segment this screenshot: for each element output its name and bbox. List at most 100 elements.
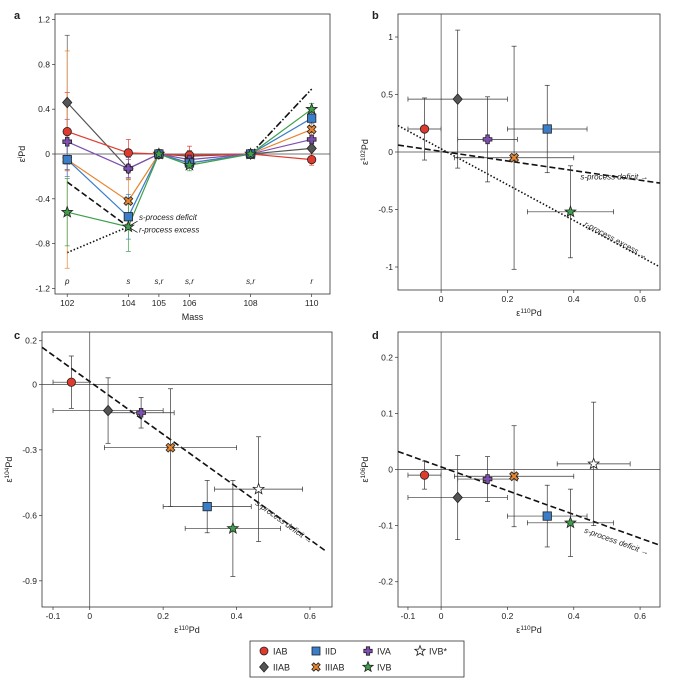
- panel-b: b 0 0.2 0.4 0.6 1 0.5 0 -0.5 -1 ε110Pd ε102Pd s-proc…: [360, 10, 661, 318]
- data-point-IVA: [482, 134, 493, 145]
- data-point-IID: [62, 154, 72, 165]
- data-point-IVA: [123, 163, 134, 174]
- x-tick-label: 0.4: [231, 611, 243, 621]
- y-tick-label: -0.5: [378, 205, 393, 215]
- process-label: s,r: [154, 277, 163, 286]
- y-tick-label: 0.2: [25, 336, 37, 346]
- y-tick-label: -0.4: [35, 194, 50, 204]
- x-tick-label: 0.4: [568, 611, 580, 621]
- annotation-arrow: [129, 227, 138, 233]
- series-line-IID: [66, 117, 313, 218]
- process-label: s,r: [246, 277, 255, 286]
- legend-label: IID: [325, 647, 337, 657]
- series-line-IVA: [66, 138, 312, 170]
- legend-marker-IIAB: [259, 661, 269, 673]
- y-axis-label: ε106Pd: [360, 457, 371, 483]
- y-tick-label: -0.2: [378, 577, 393, 587]
- panel-label-b: b: [372, 10, 379, 22]
- data-point-IIAB: [452, 491, 463, 504]
- x-tick-label: 0.2: [502, 611, 514, 621]
- annotation-s-process-deficit: s-process deficit →: [580, 173, 648, 182]
- data-point-IID: [307, 113, 317, 123]
- data-point-IIAB: [102, 404, 114, 417]
- legend-marker-IVBstar: [413, 644, 427, 657]
- legend-marker-IAB: [259, 646, 269, 656]
- data-point-IIIAB: [509, 471, 520, 482]
- annotation-arrow: [129, 220, 138, 226]
- reference-line-dashed: [42, 346, 326, 551]
- data-point-IVA: [62, 136, 73, 147]
- legend-label: IIIAB: [325, 663, 345, 673]
- data-point-IAB: [419, 124, 430, 134]
- annotation-s-process-deficit: s-process deficit →: [254, 499, 314, 546]
- data-point-IVBstar: [587, 457, 601, 470]
- plot-frame: [41, 331, 333, 608]
- data-point-IVA: [306, 134, 317, 145]
- x-tick-label: 108: [243, 298, 257, 308]
- x-tick-label: -0.1: [401, 611, 416, 621]
- y-tick-label: 0: [388, 465, 393, 475]
- legend-marker-IIIAB: [311, 662, 321, 672]
- x-tick-label: 0: [439, 294, 444, 304]
- data-point-IVB: [563, 516, 577, 529]
- data-point-IIAB: [452, 93, 463, 105]
- panel-label-d: d: [372, 330, 379, 342]
- data-point-IAB: [419, 470, 430, 480]
- x-tick-label: 110: [305, 298, 319, 308]
- data-point-IVB: [60, 205, 74, 218]
- y-tick-label: 0: [45, 149, 50, 159]
- data-point-IVA: [136, 407, 146, 418]
- plot-area: [398, 29, 660, 270]
- x-axis-label: Mass: [182, 312, 204, 322]
- data-point-IVB: [563, 204, 577, 218]
- x-tick-label: 0.6: [304, 611, 316, 621]
- data-point-IAB: [307, 155, 317, 165]
- data-point-IVB: [305, 102, 319, 115]
- panel-label-a: a: [14, 10, 21, 22]
- x-tick-label: -0.1: [46, 611, 61, 621]
- data-point-IVA: [482, 474, 493, 484]
- x-tick-label: 0: [87, 611, 92, 621]
- x-tick-label: 105: [152, 298, 166, 308]
- y-tick-label: -0.9: [22, 576, 37, 586]
- reference-line-dashed: [398, 144, 660, 184]
- data-point-IIAB: [62, 96, 73, 109]
- annotation-r-process-excess: r-process excess: [139, 225, 199, 234]
- process-label: r: [310, 277, 313, 286]
- y-tick-label: 0.4: [38, 104, 50, 114]
- data-point-IID: [542, 511, 552, 521]
- panel-d: d -0.1 0 0.2 0.4 0.6 0.2 0.1 0 -0.1 -0.2 ε110Pd ε106…: [360, 330, 661, 635]
- legend-marker-IVB: [361, 660, 375, 673]
- annotation-s-process-deficit: s-process deficit: [139, 213, 198, 222]
- legend-box: [249, 640, 465, 678]
- legend-marker-IVA: [363, 646, 373, 656]
- data-point-IID: [123, 212, 133, 222]
- data-point-IVB: [152, 147, 166, 160]
- x-tick-label: 0.2: [157, 611, 169, 621]
- y-tick-label: 1: [388, 32, 393, 42]
- panel-a: a 102 104 105 106 108 110 1.2 0.8 0.4 0 -0.4 -0.8 -1.…: [14, 10, 331, 322]
- y-axis-label: ε104Pd: [4, 457, 15, 483]
- y-tick-label: -0.3: [22, 445, 37, 455]
- reference-line-dashed: [66, 181, 129, 228]
- data-point-IAB: [123, 148, 133, 158]
- y-tick-label: -0.6: [22, 510, 37, 520]
- x-tick-label: 0.2: [502, 294, 514, 304]
- legend-label: IVA: [377, 647, 391, 657]
- y-tick-label: -0.1: [378, 521, 393, 531]
- data-point-IID: [542, 124, 552, 134]
- data-point-IIIAB: [509, 152, 520, 163]
- plot-area: [60, 34, 319, 269]
- legend-label: IVB*: [429, 647, 448, 657]
- panel-c: c -0.1 0 0.2 0.4 0.6 0.2 0 -0.3 -0.6 -0.9 ε110Pd ε10…: [4, 330, 333, 635]
- x-tick-label: 0: [439, 611, 444, 621]
- series-line-IAB: [67, 131, 312, 161]
- y-axis-label: εiPd: [17, 146, 28, 162]
- y-tick-label: 0: [388, 147, 393, 157]
- data-point-IVB: [121, 219, 135, 233]
- y-tick-label: 0: [32, 379, 37, 389]
- y-tick-label: -0.8: [35, 239, 50, 249]
- legend: IAB IID IVA IVB* IIAB IIIAB IVB: [249, 640, 465, 678]
- annotation-s-process-deficit: s-process deficit →: [583, 526, 650, 557]
